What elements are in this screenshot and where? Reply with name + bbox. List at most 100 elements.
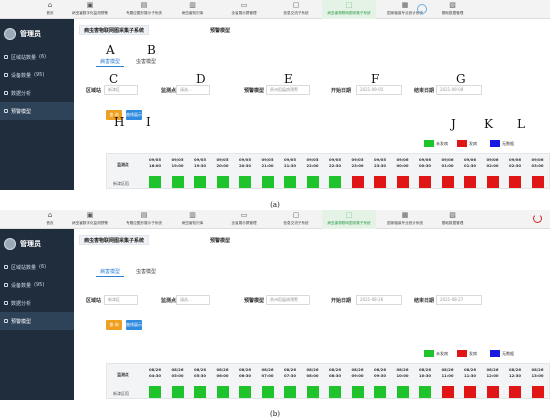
sidebar-item[interactable]: 设备数量 (95): [0, 276, 74, 294]
status-cell: [351, 176, 364, 188]
nav-item[interactable]: ▢ 信息交流子系统: [272, 0, 320, 19]
nav-item[interactable]: ▥ 病虫害知识库: [170, 0, 215, 19]
site-input[interactable]: 请选...: [176, 295, 210, 305]
power-icon[interactable]: [533, 214, 542, 223]
region-input[interactable]: 新津区: [104, 85, 138, 95]
avatar: [4, 27, 16, 40]
site-input[interactable]: 请选...: [176, 85, 210, 95]
sidebar-item[interactable]: 数据分析: [0, 294, 74, 312]
sidebar-item[interactable]: 区域站数量 (6): [0, 258, 74, 276]
time-date: 08/26: [216, 367, 229, 372]
status-cell: [464, 386, 476, 398]
nav-item[interactable]: ▧ 基础数据管理: [430, 210, 475, 229]
chart-button[interactable]: 曲线展示: [126, 320, 142, 330]
annotation-letter: B: [147, 43, 156, 57]
start-input[interactable]: 2021-08-26: [356, 295, 402, 305]
annotation-letter: E: [284, 72, 293, 86]
nav-icon: ▣: [86, 211, 94, 219]
time-header: 09/06 03:00: [528, 157, 548, 168]
page-title-tab[interactable]: 病虫害物联网图采集子系统: [79, 235, 150, 245]
status-cell: [194, 176, 206, 188]
nav-label: 全省展示屏管理: [231, 10, 257, 15]
sidebar: 管理员 区域站数量 (6) 设备数量 (95) 数据分析 预警模型: [0, 19, 74, 190]
sidebar-item[interactable]: 设备数量 (95): [0, 66, 74, 84]
time-header: 09/05 21:00: [258, 157, 278, 168]
sidebar-item-label: 设备数量: [11, 72, 32, 79]
nav-item[interactable]: ⬚ 病虫害物联网图采集子系统: [322, 0, 376, 19]
top-nav-bar: ⌂ 首页 ▣ 病虫害数字化监测预警 ▤ 专题应图形展示子系统 ▥ 病虫害知识库 ▭ 全省展示屏管理…: [0, 0, 550, 19]
time-clock: 09:30: [373, 372, 387, 378]
status-cell: [239, 386, 251, 398]
nav-item[interactable]: ⬚ 病虫害物联网图采集子系统: [322, 210, 376, 229]
nav-item[interactable]: ⌂ 首页: [40, 210, 60, 229]
model-input[interactable]: 贵州稻瘟病预警: [266, 85, 310, 95]
location-pin-icon[interactable]: [417, 4, 427, 14]
status-cell: [306, 176, 319, 188]
chart-button[interactable]: 曲线展示: [126, 110, 142, 120]
time-date: 08/26: [396, 367, 409, 372]
sidebar-item[interactable]: 预警模型: [0, 102, 74, 120]
annotation-letter: F: [371, 72, 380, 86]
time-date: 08/26: [464, 367, 476, 372]
nav-item[interactable]: ▣ 病虫害数字化监测预警: [65, 210, 115, 229]
time-clock: 21:30: [283, 162, 297, 168]
region-input[interactable]: 新津区: [104, 295, 138, 305]
status-cell: [194, 386, 206, 398]
time-date: 09/05: [171, 157, 184, 162]
nav-item[interactable]: ▥ 病虫害知识库: [170, 210, 215, 229]
annotation-letter: G: [456, 72, 466, 86]
sidebar-item-count: (6): [39, 54, 47, 60]
nav-icon: ⌂: [47, 1, 53, 9]
nav-icon: ▢: [292, 1, 300, 9]
sidebar-item[interactable]: 数据分析: [0, 84, 74, 102]
model-input[interactable]: 贵州稻瘟病预警: [266, 295, 310, 305]
time-clock: 01:30: [463, 162, 477, 168]
end-input[interactable]: 2021-09-08: [436, 85, 482, 95]
model-tab[interactable]: 病害模型: [96, 57, 125, 67]
nav-label: 国家植保专业统计系统: [387, 10, 423, 15]
end-input[interactable]: 2021-08-27: [436, 295, 482, 305]
model-tab[interactable]: 病害模型: [96, 267, 125, 277]
status-cell: [374, 386, 386, 398]
time-clock: 08:00: [306, 372, 319, 378]
time-date: 09/05: [284, 157, 296, 162]
nav-item[interactable]: ⌂ 首页: [40, 0, 60, 19]
nav-icon: ▧: [449, 211, 456, 219]
page-tab-active[interactable]: 预警模型: [210, 28, 231, 34]
nav-item[interactable]: ▤ 专题应图形展示子系统: [120, 0, 168, 19]
menu-icon: [4, 319, 8, 323]
status-cell: [396, 176, 409, 188]
sidebar-item-label: 预警模型: [11, 108, 32, 115]
nav-item[interactable]: ▧ 基础数据管理: [430, 0, 475, 19]
model-tab[interactable]: 虫害模型: [136, 269, 157, 275]
sidebar-item-label: 数据分析: [11, 90, 32, 97]
legend-item: 无数据: [490, 350, 514, 357]
nav-item[interactable]: ▭ 全省展示屏管理: [220, 210, 268, 229]
nav-item[interactable]: ▢ 信息交流子系统: [272, 210, 320, 229]
time-clock: 13:00: [531, 372, 544, 378]
query-button[interactable]: 查 询: [106, 110, 122, 120]
sidebar-item[interactable]: 区域站数量 (6): [0, 48, 74, 66]
sidebar-item[interactable]: 预警模型: [0, 312, 74, 330]
nav-item[interactable]: ▭ 全省展示屏管理: [220, 0, 268, 19]
query-button[interactable]: 查 询: [106, 320, 122, 330]
time-header: 09/05 23:00: [348, 157, 368, 168]
status-cell: [216, 386, 229, 398]
nav-item[interactable]: ▣ 病虫害数字化监测预警: [65, 0, 115, 19]
page-tab-active[interactable]: 预警模型: [210, 238, 231, 244]
sidebar-item-label: 设备数量: [11, 282, 32, 289]
nav-icon: ▭: [240, 211, 248, 219]
page-title-tab[interactable]: 病虫害物联网图采集子系统: [79, 25, 150, 35]
time-clock: 09:00: [351, 372, 364, 378]
time-clock: 00:00: [396, 162, 409, 168]
start-input[interactable]: 2021-09-05: [356, 85, 402, 95]
menu-icon: [4, 109, 8, 113]
nav-icon: ▦: [401, 1, 409, 9]
time-date: 09/06: [419, 157, 431, 162]
nav-item[interactable]: ▤ 专题应图形展示子系统: [120, 210, 168, 229]
nav-item[interactable]: ▦ 国家植保专业统计系统: [380, 210, 430, 229]
status-cell: [216, 176, 229, 188]
nav-item[interactable]: ▦ 国家植保专业统计系统: [380, 0, 430, 19]
model-tab[interactable]: 虫害模型: [136, 59, 157, 65]
status-cell: [441, 386, 454, 398]
